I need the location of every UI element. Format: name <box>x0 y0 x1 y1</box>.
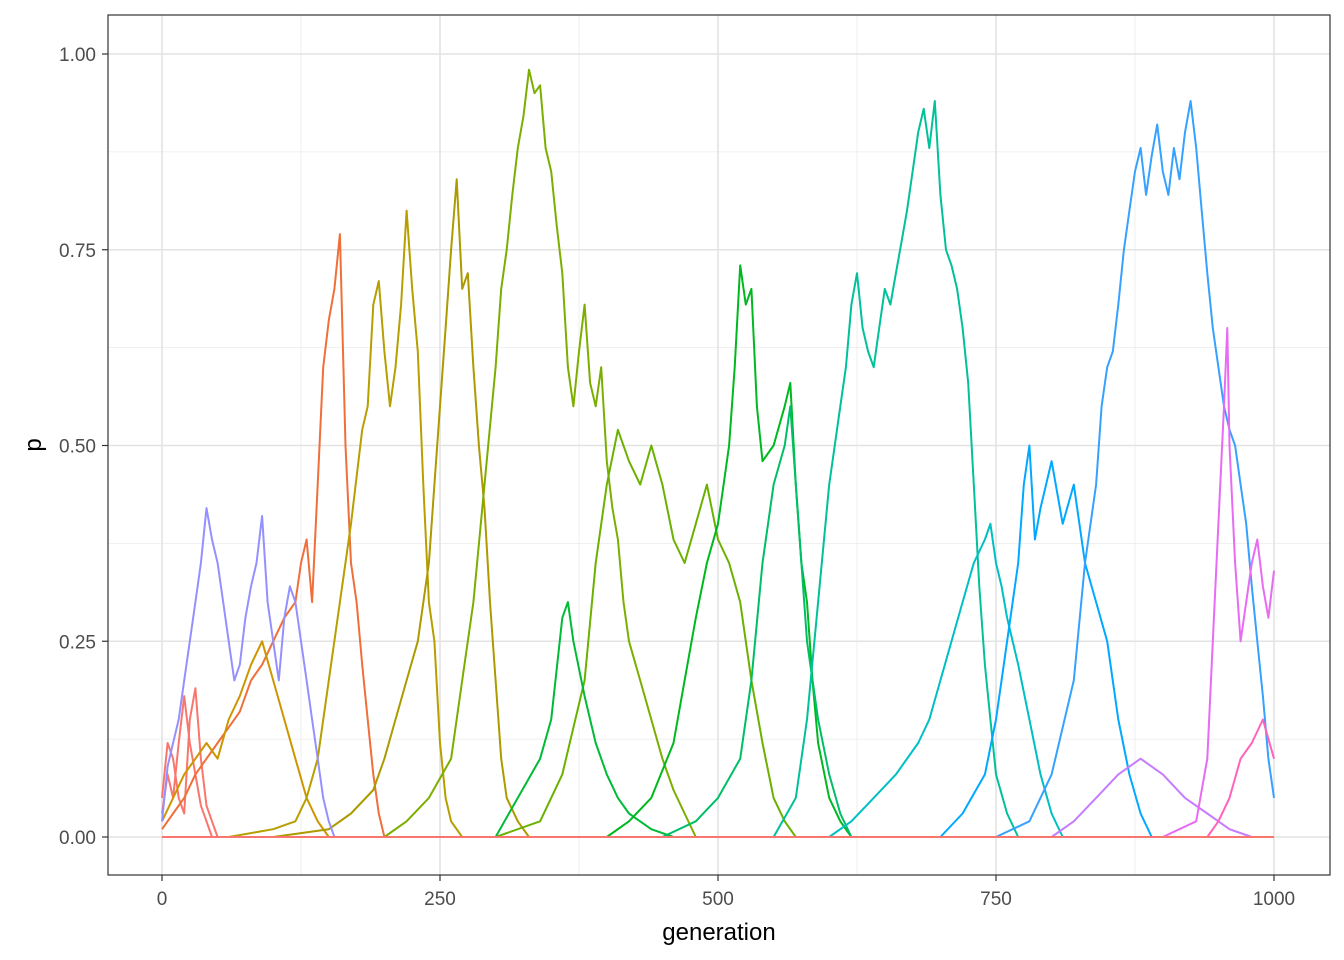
series-line-9 <box>162 601 718 838</box>
y-tick-label: 0.00 <box>59 828 96 849</box>
series-line-3 <box>161 233 429 838</box>
series-line-17 <box>162 757 1274 838</box>
series-line-6 <box>162 178 563 838</box>
x-axis-title: generation <box>662 919 775 946</box>
y-tick-label: 0.50 <box>59 437 96 458</box>
series-line-16 <box>161 507 385 838</box>
series-line-4 <box>161 640 374 838</box>
series-line-15 <box>162 100 1275 838</box>
series-line-18 <box>162 327 1275 838</box>
axes: 0 250 500 750 1000 0.00 0.25 0.50 0.75 1.00 <box>59 45 1295 910</box>
series-line-11 <box>162 405 896 838</box>
x-tick-label: 750 <box>980 889 1012 910</box>
x-tick-label: 250 <box>424 889 456 910</box>
series-line-19 <box>162 718 1275 838</box>
series-line-7 <box>162 68 741 838</box>
series-group <box>161 68 1275 838</box>
series-line-13 <box>162 522 1097 838</box>
x-tick-label: 0 <box>157 889 168 910</box>
y-tick-label: 0.25 <box>59 632 96 653</box>
series-line-10 <box>162 264 896 838</box>
x-tick-label: 1000 <box>1253 889 1295 910</box>
x-tick-label: 500 <box>702 889 734 910</box>
y-axis-title: p <box>20 438 47 451</box>
series-line-8 <box>162 428 830 838</box>
series-line-12 <box>162 100 1052 838</box>
series-line-5 <box>162 209 496 838</box>
series-line-14 <box>162 444 1185 838</box>
y-tick-label: 0.75 <box>59 241 96 262</box>
y-tick-label: 1.00 <box>59 45 96 66</box>
